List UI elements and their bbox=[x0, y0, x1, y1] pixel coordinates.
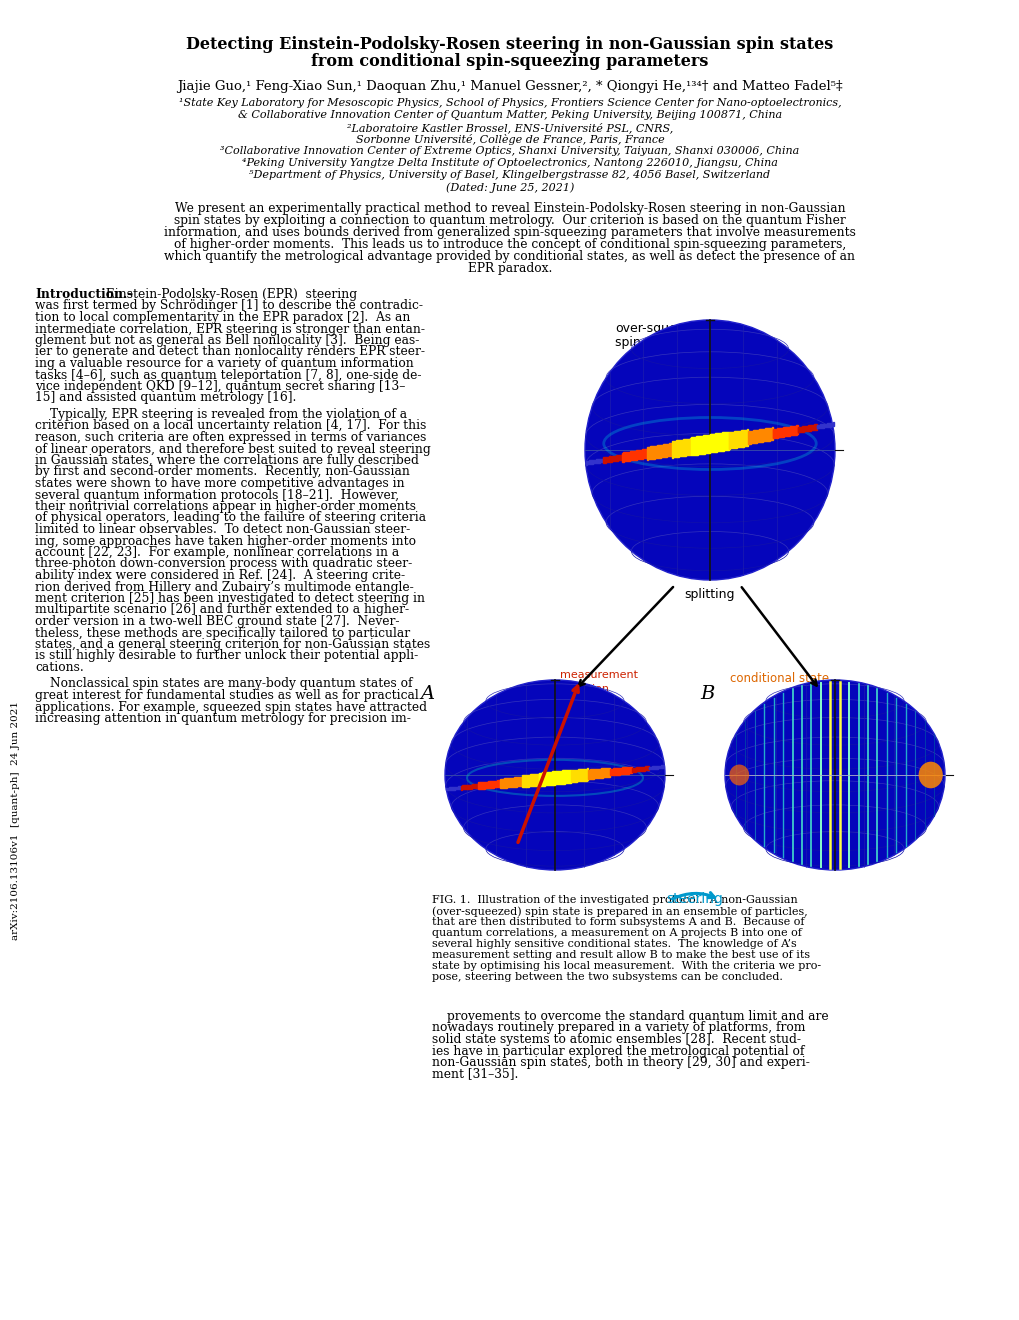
Text: ²Laboratoire Kastler Brossel, ENS-Université PSL, CNRS,: ²Laboratoire Kastler Brossel, ENS-Univer… bbox=[346, 121, 673, 133]
Text: ment [31–35].: ment [31–35]. bbox=[432, 1068, 518, 1081]
Text: pose, steering between the two subsystems can be concluded.: pose, steering between the two subsystem… bbox=[432, 972, 783, 982]
Text: ment criterion [25] has been investigated to detect steering in: ment criterion [25] has been investigate… bbox=[35, 591, 425, 605]
Text: that are then distributed to form subsystems A and B.  Because of: that are then distributed to form subsys… bbox=[432, 917, 804, 927]
Ellipse shape bbox=[729, 764, 749, 785]
Text: which quantify the metrological advantage provided by conditional states, as wel: which quantify the metrological advantag… bbox=[164, 249, 855, 263]
Text: EPR paradox.: EPR paradox. bbox=[468, 261, 551, 275]
Text: quantum correlations, a measurement on A projects B into one of: quantum correlations, a measurement on A… bbox=[432, 928, 801, 939]
Text: 15] and assisted quantum metrology [16].: 15] and assisted quantum metrology [16]. bbox=[35, 392, 297, 404]
Text: state by optimising his local measurement.  With the criteria we pro-: state by optimising his local measuremen… bbox=[432, 961, 820, 972]
Text: limited to linear observables.  To detect non-Gaussian steer-: limited to linear observables. To detect… bbox=[35, 523, 410, 536]
Text: was first termed by Schrödinger [1] to describe the contradic-: was first termed by Schrödinger [1] to d… bbox=[35, 300, 423, 313]
Text: B: B bbox=[700, 685, 714, 704]
Text: Einstein-Podolsky-Rosen (EPR)  steering: Einstein-Podolsky-Rosen (EPR) steering bbox=[102, 288, 357, 301]
Text: ⁴Peking University Yangtze Delta Institute of Optoelectronics, Nantong 226010, J: ⁴Peking University Yangtze Delta Institu… bbox=[242, 158, 777, 168]
Text: ing a valuable resource for a variety of quantum information: ing a valuable resource for a variety of… bbox=[35, 356, 414, 370]
Text: information, and uses bounds derived from generalized spin-squeezing parameters : information, and uses bounds derived fro… bbox=[164, 226, 855, 239]
Text: three-photon down-conversion process with quadratic steer-: three-photon down-conversion process wit… bbox=[35, 557, 412, 570]
Text: & Collaborative Innovation Center of Quantum Matter, Peking University, Beijing : & Collaborative Innovation Center of Qua… bbox=[237, 110, 782, 120]
Ellipse shape bbox=[725, 680, 944, 870]
Text: Nonclassical spin states are many-body quantum states of: Nonclassical spin states are many-body q… bbox=[50, 677, 412, 690]
Text: solid state systems to atomic ensembles [28].  Recent stud-: solid state systems to atomic ensembles … bbox=[432, 1034, 800, 1045]
Text: cations.: cations. bbox=[35, 661, 84, 675]
Text: steering: steering bbox=[665, 892, 722, 906]
Text: arXiv:2106.13106v1  [quant-ph]  24 Jun 2021: arXiv:2106.13106v1 [quant-ph] 24 Jun 202… bbox=[11, 701, 20, 940]
Text: ¹State Key Laboratory for Mesoscopic Physics, School of Physics, Frontiers Scien: ¹State Key Laboratory for Mesoscopic Phy… bbox=[178, 98, 841, 108]
Text: of higher-order moments.  This leads us to introduce the concept of conditional : of higher-order moments. This leads us t… bbox=[173, 238, 846, 251]
Text: Jiajie Guo,¹ Feng-Xiao Sun,¹ Daoquan Zhu,¹ Manuel Gessner,², * Qiongyi He,¹³⁴† a: Jiajie Guo,¹ Feng-Xiao Sun,¹ Daoquan Zhu… bbox=[177, 81, 842, 92]
Text: rion derived from Hillery and Zubairy’s multimode entangle-: rion derived from Hillery and Zubairy’s … bbox=[35, 581, 414, 594]
Text: direction: direction bbox=[559, 684, 608, 694]
Text: over-squeezed: over-squeezed bbox=[614, 322, 706, 335]
Text: great interest for fundamental studies as well as for practical: great interest for fundamental studies a… bbox=[35, 689, 419, 702]
Text: spin states by exploiting a connection to quantum metrology.  Our criterion is b: spin states by exploiting a connection t… bbox=[174, 214, 845, 227]
Text: several highly sensitive conditional states.  The knowledge of A’s: several highly sensitive conditional sta… bbox=[432, 939, 796, 949]
Text: conditional state: conditional state bbox=[730, 672, 828, 685]
Text: theless, these methods are specifically tailored to particular: theless, these methods are specifically … bbox=[35, 627, 410, 639]
Text: Detecting Einstein-Podolsky-Rosen steering in non-Gaussian spin states: Detecting Einstein-Podolsky-Rosen steeri… bbox=[186, 36, 833, 53]
Text: reason, such criteria are often expressed in terms of variances: reason, such criteria are often expresse… bbox=[35, 432, 426, 444]
Text: ing, some approaches have taken higher-order moments into: ing, some approaches have taken higher-o… bbox=[35, 535, 416, 548]
Ellipse shape bbox=[444, 680, 664, 870]
Text: Typically, EPR steering is revealed from the violation of a: Typically, EPR steering is revealed from… bbox=[50, 408, 407, 421]
Text: nowadays routinely prepared in a variety of platforms, from: nowadays routinely prepared in a variety… bbox=[432, 1022, 805, 1035]
Text: spin state: spin state bbox=[614, 337, 676, 348]
Text: several quantum information protocols [18–21].  However,: several quantum information protocols [1… bbox=[35, 488, 398, 502]
Text: We present an experimentally practical method to reveal Einstein-Podolsky-Rosen : We present an experimentally practical m… bbox=[174, 202, 845, 215]
Text: FIG. 1.  Illustration of the investigated protocol.  A non-Gaussian: FIG. 1. Illustration of the investigated… bbox=[432, 895, 797, 906]
Text: glement but not as general as Bell nonlocality [3].  Being eas-: glement but not as general as Bell nonlo… bbox=[35, 334, 419, 347]
Text: ier to generate and detect than nonlocality renders EPR steer-: ier to generate and detect than nonlocal… bbox=[35, 346, 425, 359]
Text: intermediate correlation, EPR steering is stronger than entan-: intermediate correlation, EPR steering i… bbox=[35, 322, 425, 335]
Text: measurement setting and result allow B to make the best use of its: measurement setting and result allow B t… bbox=[432, 950, 809, 960]
Text: ⁵Department of Physics, University of Basel, Klingelbergstrasse 82, 4056 Basel, : ⁵Department of Physics, University of Ba… bbox=[250, 170, 769, 180]
Text: states, and a general steering criterion for non-Gaussian states: states, and a general steering criterion… bbox=[35, 638, 430, 651]
Text: ability index were considered in Ref. [24].  A steering crite-: ability index were considered in Ref. [2… bbox=[35, 569, 405, 582]
Text: Sorbonne Université, Collège de France, Paris, France: Sorbonne Université, Collège de France, … bbox=[356, 135, 663, 145]
Text: criterion based on a local uncertainty relation [4, 17].  For this: criterion based on a local uncertainty r… bbox=[35, 420, 426, 433]
Text: measurement: measurement bbox=[559, 671, 637, 680]
Text: tasks [4–6], such as quantum teleportation [7, 8], one-side de-: tasks [4–6], such as quantum teleportati… bbox=[35, 368, 421, 381]
Text: (Dated: June 25, 2021): (Dated: June 25, 2021) bbox=[445, 182, 574, 193]
Text: account [22, 23].  For example, nonlinear correlations in a: account [22, 23]. For example, nonlinear… bbox=[35, 546, 398, 558]
Text: from conditional spin-squeezing parameters: from conditional spin-squeezing paramete… bbox=[311, 53, 708, 70]
Text: (over-squeezed) spin state is prepared in an ensemble of particles,: (over-squeezed) spin state is prepared i… bbox=[432, 906, 807, 916]
Text: non-Gaussian spin states, both in theory [29, 30] and experi-: non-Gaussian spin states, both in theory… bbox=[432, 1056, 809, 1069]
Text: of physical operators, leading to the failure of steering criteria: of physical operators, leading to the fa… bbox=[35, 511, 426, 524]
Text: provements to overcome the standard quantum limit and are: provements to overcome the standard quan… bbox=[446, 1010, 827, 1023]
Text: their nontrivial correlations appear in higher-order moments: their nontrivial correlations appear in … bbox=[35, 500, 416, 513]
Text: states were shown to have more competitive advantages in: states were shown to have more competiti… bbox=[35, 477, 405, 490]
Text: of linear operators, and therefore best suited to reveal steering: of linear operators, and therefore best … bbox=[35, 442, 430, 455]
Ellipse shape bbox=[585, 319, 835, 579]
Text: splitting: splitting bbox=[684, 587, 735, 601]
Text: in Gaussian states, where the correlations are fully described: in Gaussian states, where the correlatio… bbox=[35, 454, 419, 467]
Text: is still highly desirable to further unlock their potential appli-: is still highly desirable to further unl… bbox=[35, 649, 418, 663]
Ellipse shape bbox=[918, 762, 942, 788]
Text: ies have in particular explored the metrological potential of: ies have in particular explored the metr… bbox=[432, 1044, 804, 1057]
Text: increasing attention in quantum metrology for precision im-: increasing attention in quantum metrolog… bbox=[35, 711, 411, 725]
Text: applications. For example, squeezed spin states have attracted: applications. For example, squeezed spin… bbox=[35, 701, 427, 714]
Text: tion to local complementarity in the EPR paradox [2].  As an: tion to local complementarity in the EPR… bbox=[35, 312, 410, 323]
Text: by first and second-order moments.  Recently, non-Gaussian: by first and second-order moments. Recen… bbox=[35, 466, 410, 479]
Text: Introduction.–: Introduction.– bbox=[35, 288, 133, 301]
Text: multipartite scenario [26] and further extended to a higher-: multipartite scenario [26] and further e… bbox=[35, 603, 409, 616]
Text: ³Collaborative Innovation Center of Extreme Optics, Shanxi University, Taiyuan, : ³Collaborative Innovation Center of Extr… bbox=[220, 147, 799, 156]
Text: vice independent QKD [9–12], quantum secret sharing [13–: vice independent QKD [9–12], quantum sec… bbox=[35, 380, 405, 393]
Text: order version in a two-well BEC ground state [27].  Never-: order version in a two-well BEC ground s… bbox=[35, 615, 399, 628]
Text: A: A bbox=[421, 685, 434, 704]
